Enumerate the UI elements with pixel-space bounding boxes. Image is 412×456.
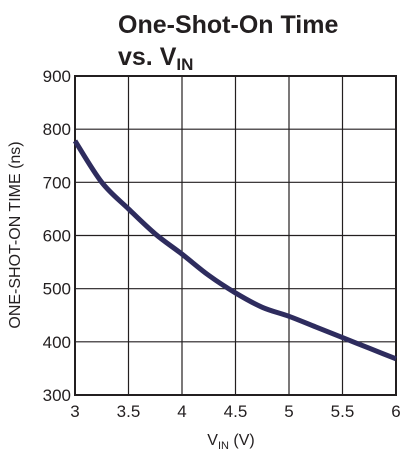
x-tick-label-6: 6 <box>391 402 400 421</box>
y-tick-label-2: 500 <box>43 280 71 299</box>
x-axis-label: VIN (V) <box>207 432 254 452</box>
plot-frame <box>74 75 397 396</box>
y-tick-label-4: 700 <box>43 173 71 192</box>
y-tick-label-6: 900 <box>43 67 71 86</box>
x-tick-label-5: 5.5 <box>331 402 355 421</box>
y-tick-label-0: 300 <box>43 386 71 405</box>
x-tick-label-4: 5 <box>284 402 293 421</box>
x-axis-label-prefix: V <box>207 432 218 449</box>
chart-title-line2-prefix: vs. V <box>118 43 177 71</box>
x-axis-label-suffix: (V) <box>229 432 255 449</box>
x-axis-label-sub: IN <box>218 440 229 452</box>
chart-title-line1: One-Shot-On Time <box>118 11 338 39</box>
chart-title-line2-sub: IN <box>176 55 193 74</box>
x-tick-label-1: 3.5 <box>117 402 141 421</box>
x-tick-label-3: 4.5 <box>224 402 248 421</box>
grid <box>74 75 397 396</box>
y-axis-label: ONE-SHOT-ON TIME (ns) <box>7 141 24 328</box>
series-group <box>72 139 397 362</box>
chart-title-line2: vs. VIN <box>118 43 193 74</box>
x-tick-label-0: 3 <box>70 402 79 421</box>
y-tick-labels: 300 400 500 600 700 800 900 <box>43 67 71 405</box>
y-tick-label-1: 400 <box>43 333 71 352</box>
x-tick-label-2: 4 <box>177 402 186 421</box>
y-tick-label-3: 600 <box>43 227 71 246</box>
y-tick-label-5: 800 <box>43 120 71 139</box>
x-tick-labels: 3 3.5 4 4.5 5 5.5 6 <box>70 402 400 421</box>
